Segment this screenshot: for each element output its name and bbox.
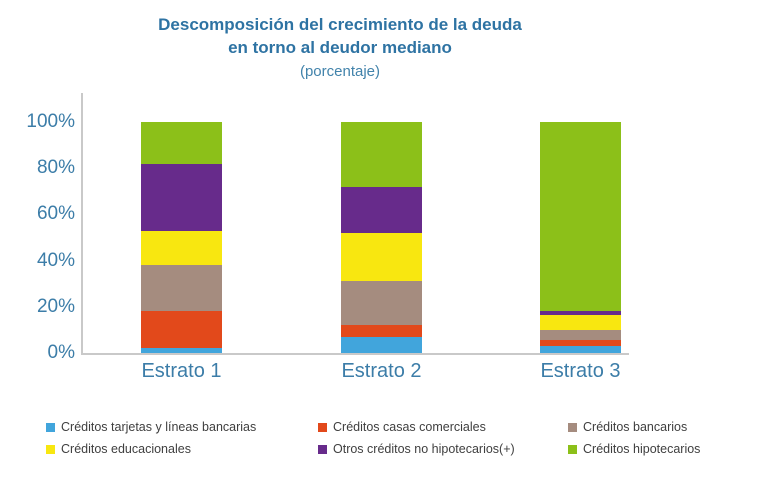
legend-label: Créditos bancarios bbox=[583, 419, 688, 434]
bar-segment bbox=[141, 230, 222, 266]
legend-item: Créditos tarjetas y líneas bancarias bbox=[46, 419, 318, 435]
bar-segment bbox=[141, 348, 222, 353]
chart-title-line1: Descomposición del crecimiento de la deu… bbox=[158, 15, 522, 34]
x-axis-line bbox=[81, 353, 629, 355]
chart-subtitle: (porcentaje) bbox=[299, 63, 381, 80]
bar-segment bbox=[141, 122, 222, 164]
y-tick-label: 0% bbox=[47, 342, 75, 363]
bar-segment bbox=[141, 311, 222, 349]
legend-swatch-icon bbox=[46, 444, 55, 454]
legend-label: Créditos hipotecarios bbox=[583, 441, 701, 456]
y-tick-label: 100% bbox=[26, 111, 75, 132]
chart-title: Descomposición del crecimiento de la deu… bbox=[0, 13, 680, 59]
bar-segment bbox=[341, 336, 422, 353]
category-label: Estrato 3 bbox=[540, 360, 621, 382]
bar-segment bbox=[540, 314, 621, 330]
bar-segment bbox=[540, 329, 621, 341]
legend-swatch-icon bbox=[318, 444, 327, 454]
bar-segment bbox=[341, 122, 422, 187]
bar-segment bbox=[141, 163, 222, 231]
legend-label: Créditos educacionales bbox=[61, 441, 191, 456]
legend-item: Créditos bancarios bbox=[568, 419, 768, 435]
legend-swatch-icon bbox=[568, 444, 577, 454]
y-axis-line bbox=[81, 93, 83, 355]
legend-label: Otros créditos no hipotecarios(+) bbox=[333, 441, 515, 456]
bar-segment bbox=[341, 281, 422, 326]
bar-segment bbox=[540, 340, 621, 347]
bar-segment bbox=[540, 346, 621, 353]
bar-segment bbox=[341, 186, 422, 233]
bar-segment bbox=[540, 122, 621, 312]
legend-swatch-icon bbox=[568, 422, 577, 432]
y-tick-label: 60% bbox=[36, 203, 75, 225]
bar-segment bbox=[341, 232, 422, 282]
legend-swatch-icon bbox=[46, 422, 55, 432]
category-label: Estrato 1 bbox=[141, 360, 222, 382]
category-label: Estrato 2 bbox=[341, 360, 422, 382]
bar-segment bbox=[540, 311, 621, 315]
y-tick-label: 20% bbox=[36, 295, 75, 317]
legend-swatch-icon bbox=[318, 422, 327, 432]
bar-segment bbox=[141, 265, 222, 312]
y-tick-label: 80% bbox=[36, 157, 75, 179]
y-tick-label: 40% bbox=[36, 249, 75, 271]
chart-title-line2: en torno al deudor mediano bbox=[228, 38, 452, 57]
legend-label: Créditos tarjetas y líneas bancarias bbox=[61, 419, 257, 434]
legend-item: Créditos educacionales bbox=[46, 441, 318, 457]
legend-label: Créditos casas comerciales bbox=[333, 419, 486, 434]
legend: Créditos tarjetas y líneas bancarias Créd… bbox=[46, 419, 768, 457]
bar-segment bbox=[341, 325, 422, 337]
legend-item: Otros créditos no hipotecarios(+) bbox=[318, 441, 568, 457]
legend-item: Créditos hipotecarios bbox=[568, 441, 768, 457]
legend-item: Créditos casas comerciales bbox=[318, 419, 568, 435]
